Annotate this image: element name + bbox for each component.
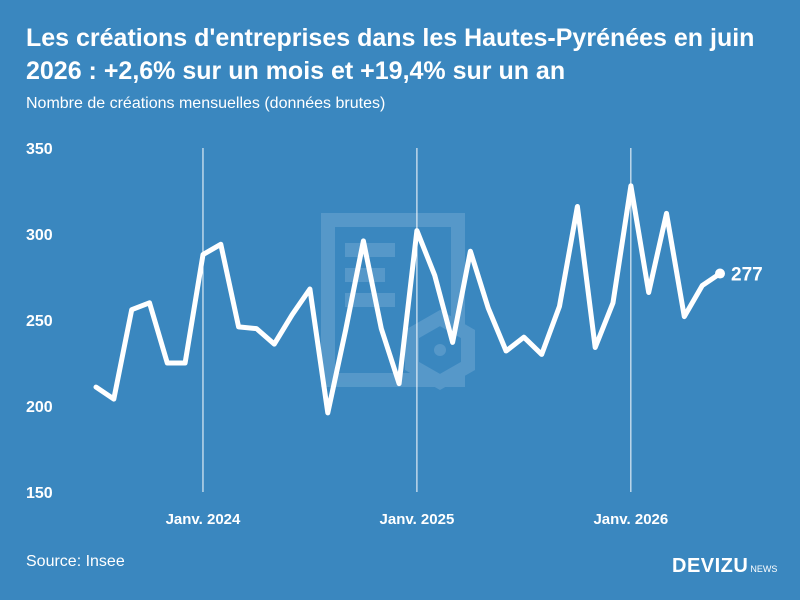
end-value-label: 277 bbox=[731, 265, 763, 286]
brand-suffix: NEWS bbox=[750, 564, 778, 574]
source-note: Source: Insee bbox=[26, 553, 125, 570]
brand-logo: DEVIZU NEWS bbox=[672, 555, 777, 578]
y-tick-label: 200 bbox=[26, 399, 53, 416]
x-tick-label: Janv. 2024 bbox=[166, 511, 241, 528]
x-tick-label: Janv. 2025 bbox=[380, 511, 455, 528]
chart-title: Les créations d'entreprises dans les Hau… bbox=[26, 24, 755, 85]
x-tick-label: Janv. 2026 bbox=[593, 511, 668, 528]
y-tick-label: 300 bbox=[26, 227, 53, 244]
y-tick-label: 250 bbox=[26, 313, 53, 330]
chart-subtitle: Nombre de créations mensuelles (données … bbox=[26, 95, 386, 112]
y-tick-label: 150 bbox=[26, 485, 53, 502]
brand-name: DEVIZU bbox=[672, 555, 749, 577]
y-tick-label: 350 bbox=[26, 141, 53, 158]
end-point bbox=[715, 268, 725, 279]
series-line bbox=[93, 183, 723, 416]
